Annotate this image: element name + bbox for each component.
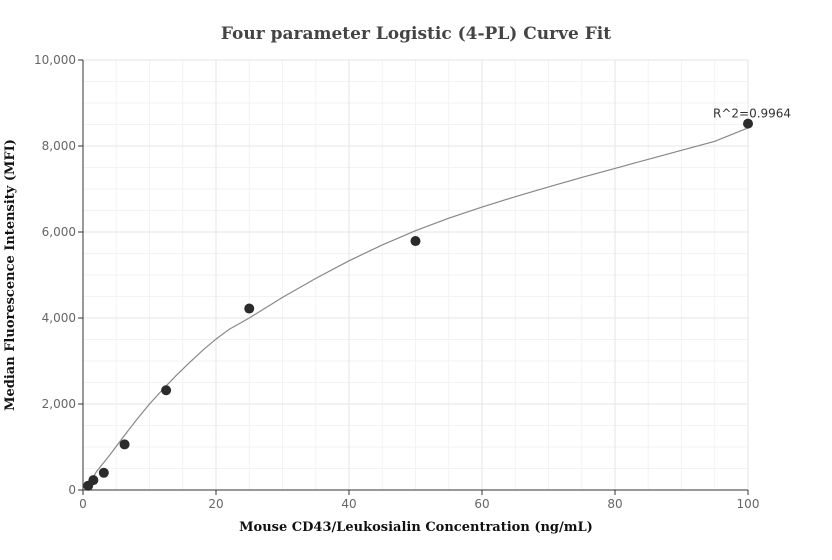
x-tick-label: 0	[79, 497, 87, 511]
data-point	[743, 118, 753, 129]
y-tick-label: 0	[68, 483, 76, 497]
x-axis-label: Mouse CD43/Leukosialin Concentration (ng…	[239, 520, 593, 535]
annotations: R^2=0.9964	[713, 107, 791, 121]
axes	[82, 60, 748, 491]
data-point	[119, 439, 130, 450]
y-tick-label: 4,000	[42, 311, 76, 325]
data-point	[98, 467, 109, 478]
y-axis-ticks: 0 2,000 4,000 6,000 8,000 10,000	[34, 53, 83, 497]
data-point	[410, 236, 421, 247]
minor-gridlines	[83, 60, 748, 490]
r-squared-annotation: R^2=0.9964	[713, 107, 791, 121]
major-gridlines	[83, 59, 749, 490]
x-tick-label: 40	[341, 497, 356, 511]
y-tick-label: 10,000	[34, 53, 76, 67]
data-points	[83, 118, 753, 491]
x-tick-label: 20	[208, 497, 223, 511]
data-point	[88, 475, 99, 486]
fit-curve	[87, 127, 749, 487]
y-tick-label: 6,000	[42, 225, 76, 239]
y-tick-label: 8,000	[42, 139, 76, 153]
x-tick-label: 100	[737, 497, 760, 511]
x-axis-ticks: 0 20 40 60 80 100	[79, 490, 759, 511]
data-point	[244, 303, 255, 314]
x-tick-label: 60	[474, 497, 489, 511]
data-point	[161, 385, 172, 396]
fit-curve-group	[87, 127, 749, 487]
y-tick-label: 2,000	[42, 397, 76, 411]
x-tick-label: 80	[607, 497, 622, 511]
y-axis-label: Median Fluorescence Intensity (MFI)	[3, 139, 18, 411]
chart-title: Four parameter Logistic (4-PL) Curve Fit	[221, 24, 611, 44]
